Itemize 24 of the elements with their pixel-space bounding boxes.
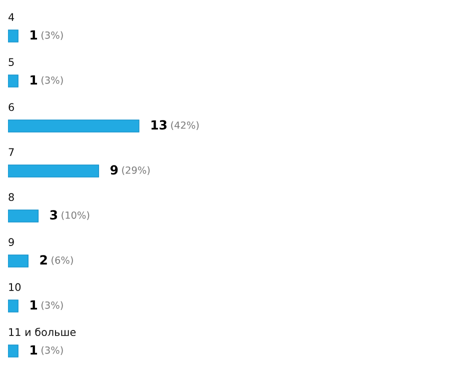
y-tick-label: 11 и больше [9,328,76,336]
data-label: 1 (3%) [30,75,63,85]
bar [8,300,18,312]
y-tick-label: 10 [9,283,21,292]
y-tick-label: 6 [8,103,14,112]
data-label: 3 (10%) [50,210,90,220]
bar [8,30,18,42]
y-tick-label: 7 [8,148,14,156]
bar [8,344,18,358]
data-label: 13 (42%) [152,120,199,130]
bar [8,74,18,88]
bar [8,254,29,268]
data-label: 1 (3%) [30,345,63,355]
data-label: 2 (6%) [40,255,73,265]
data-label: 1 (3%) [30,30,63,40]
bar [8,120,140,132]
data-label: 9 (29%) [110,165,150,175]
y-tick-label: 4 [8,13,14,21]
bar [8,164,100,178]
y-tick-label: 9 [8,238,14,246]
y-tick-label: 8 [8,193,14,202]
y-tick-label: 5 [8,58,14,66]
data-label: 1 (3%) [30,300,63,310]
bar [8,210,39,222]
